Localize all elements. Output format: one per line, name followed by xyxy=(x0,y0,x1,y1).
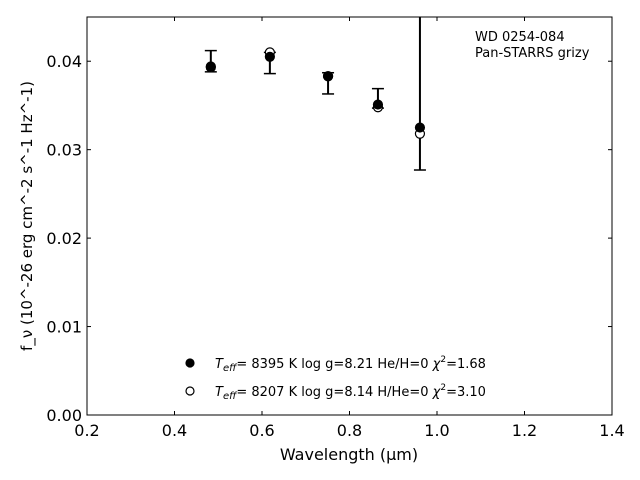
x-tick-label: 1.0 xyxy=(424,421,449,440)
filled-point xyxy=(414,122,426,133)
x-tick-label: 1.4 xyxy=(599,421,624,440)
error-bars xyxy=(204,17,426,171)
legend-marker xyxy=(185,386,195,396)
data-markers xyxy=(205,47,426,139)
y-tick-label: 0.01 xyxy=(46,318,82,337)
x-tick-label: 0.8 xyxy=(337,421,362,440)
annotation-line-1: WD 0254-084 xyxy=(475,30,565,45)
y-axis-label: f_ν (10^-26 erg cm^-2 s^-1 Hz^-1) xyxy=(18,81,37,351)
annotation-line-2: Pan-STARRS grizy xyxy=(475,46,590,61)
filled-point xyxy=(205,61,216,72)
legend-marker xyxy=(185,358,195,368)
filled-point xyxy=(322,71,334,82)
legend: Teff= 8395 K log g=8.21 He/H=0 χ2=1.68 Te… xyxy=(185,355,486,402)
y-tick-label: 0.03 xyxy=(46,141,82,160)
y-tick-label: 0.02 xyxy=(46,229,82,248)
filled-point xyxy=(264,51,275,62)
x-tick-label: 0.4 xyxy=(162,421,187,440)
legend-label: Teff= 8207 K log g=8.14 H/He=0 χ2=3.10 xyxy=(215,383,486,402)
x-tick-label: 0.2 xyxy=(74,421,99,440)
x-axis-label: Wavelength (μm) xyxy=(280,445,418,464)
x-tick-label: 0.6 xyxy=(249,421,274,440)
filled-point xyxy=(372,99,384,110)
ticks: 0.2 0.4 0.6 0.8 1.0 1.2 1.4 0.00 0.01 0.02 0.03 0.0… xyxy=(46,17,625,440)
axes-frame xyxy=(86,16,613,416)
legend-label: Teff= 8395 K log g=8.21 He/H=0 χ2=1.68 xyxy=(215,355,486,374)
y-tick-label: 0.04 xyxy=(46,52,82,71)
y-tick-label: 0.00 xyxy=(46,406,82,425)
x-tick-label: 1.2 xyxy=(512,421,537,440)
